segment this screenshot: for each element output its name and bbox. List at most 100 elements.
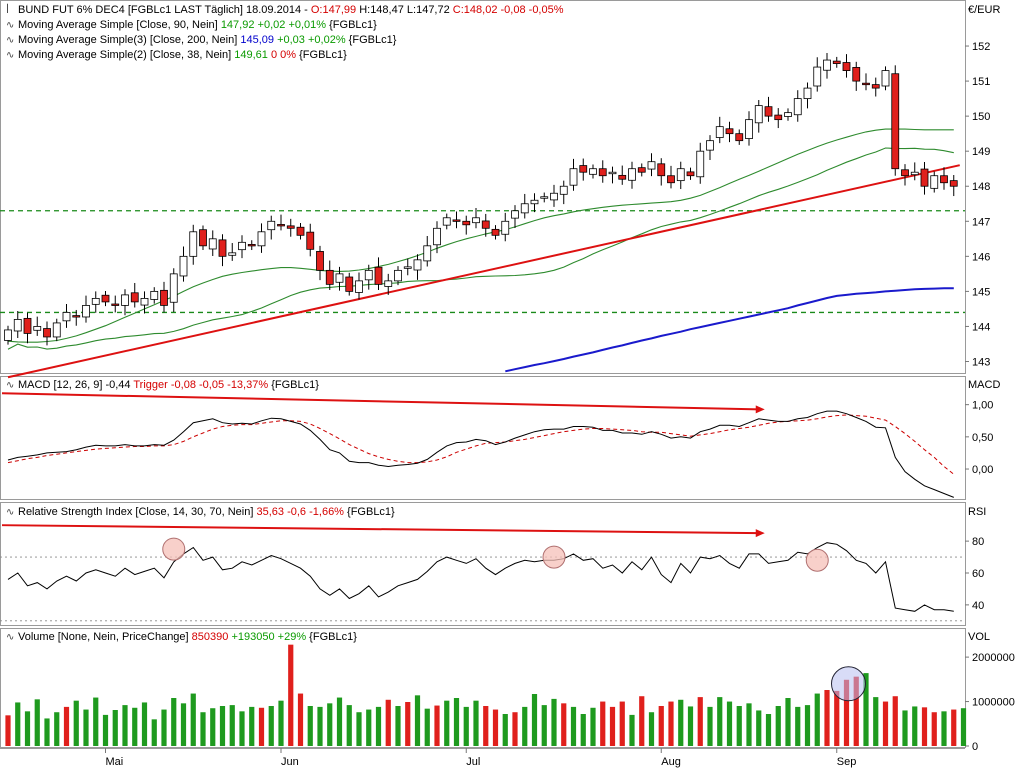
y-tick-label: 148: [972, 181, 990, 193]
candle-body: [481, 220, 490, 229]
candle-body: [832, 60, 841, 64]
pane-frame-1: [0, 376, 966, 500]
y-tick-label: 80: [972, 536, 984, 548]
candle-body: [423, 245, 432, 262]
candle-body: [745, 119, 753, 139]
y-tick-label: 40: [972, 600, 984, 612]
volume-bar: [83, 709, 89, 746]
volume-bar: [463, 706, 469, 746]
candle-body: [228, 252, 237, 256]
y-axis-unit: RSI: [968, 506, 986, 518]
volume-bar: [5, 715, 11, 746]
y-axis-unit: €/EUR: [968, 4, 1000, 16]
volume-bar: [122, 705, 128, 746]
volume-bar: [24, 711, 31, 746]
candle-body: [452, 219, 461, 222]
volume-legend: ∿ Volume [None, Nein, PriceChange] 850390…: [6, 631, 357, 643]
volume-bar: [180, 703, 187, 746]
volume-bar: [405, 702, 411, 746]
ma3-legend: ∿ Moving Average Simple(2) [Close, 38, Ne…: [6, 49, 347, 61]
candle-body: [23, 317, 32, 334]
volume-bar: [951, 709, 957, 746]
volume-bar: [73, 700, 79, 746]
candle-body: [823, 59, 831, 71]
volume-bar: [395, 706, 401, 746]
candle-body: [667, 175, 675, 184]
volume-bar: [346, 705, 352, 746]
volume-bar: [44, 718, 50, 746]
candle-body: [306, 231, 315, 250]
volume-bar: [707, 706, 713, 746]
candle-body: [247, 244, 256, 247]
volume-bar: [210, 708, 216, 746]
candle-body: [277, 224, 285, 227]
volume-bar: [249, 706, 255, 746]
volume-bar: [414, 695, 421, 746]
volume-bar: [639, 696, 645, 746]
rsi-highlight-circle: [162, 537, 186, 561]
candle-body: [433, 227, 441, 246]
candle-body: [803, 87, 812, 100]
volume-bar: [609, 706, 616, 746]
candle-body: [686, 171, 695, 177]
candle-body: [394, 269, 402, 282]
rsi-highlight-circle: [542, 545, 566, 569]
volume-bar: [561, 703, 567, 746]
volume-highlight-circle: [831, 666, 866, 702]
candle-body: [628, 168, 636, 181]
rsi-legend: ∿ Relative Strength Index [Close, 14, 30,…: [6, 506, 395, 518]
volume-bar: [531, 694, 538, 746]
volume-bar: [278, 700, 284, 746]
volume-bar: [902, 710, 908, 746]
ma200-line: [505, 287, 954, 373]
candle-body: [793, 98, 802, 116]
candle-body: [33, 326, 42, 331]
candle-body: [208, 238, 217, 250]
rsi-divergence-arrow: [1, 524, 759, 535]
candle-body: [881, 70, 890, 87]
volume-bar: [892, 696, 898, 746]
volume-bar: [678, 699, 684, 746]
candle-body: [345, 276, 354, 292]
volume-bar: [600, 701, 606, 746]
price-legend-title: ꟾ BUND FUT 6% DEC4 [FGBLc1 LAST Täglich] …: [6, 3, 564, 18]
candle-body: [735, 133, 744, 142]
candle-body: [774, 114, 783, 121]
candle-body: [462, 220, 471, 226]
volume-bar: [619, 701, 625, 746]
candle-body: [403, 266, 412, 269]
candle-body: [852, 67, 861, 82]
volume-bar: [921, 707, 928, 746]
y-tick-label: 2000000: [972, 652, 1015, 664]
candle-body: [13, 319, 22, 332]
volume-bar: [112, 710, 118, 746]
candle-body: [442, 217, 451, 226]
volume-bar: [288, 644, 294, 746]
candle-body: [189, 231, 198, 257]
volume-bar: [473, 700, 479, 746]
volume-bar: [873, 697, 879, 746]
candle-body: [355, 280, 363, 293]
volume-bar: [366, 709, 372, 746]
volume-bar: [668, 701, 674, 746]
macd-line: [7, 410, 954, 498]
volume-bar: [161, 709, 167, 746]
candle-body: [374, 266, 383, 285]
volume-bar: [824, 690, 830, 746]
volume-bar: [336, 697, 343, 746]
instrument-label: BUND FUT 6% DEC4 [FGBLc1 LAST Täglich] 1…: [18, 4, 311, 16]
candle-body: [676, 168, 685, 182]
volume-bar: [356, 712, 362, 746]
candle-body: [43, 328, 51, 338]
x-tick-label: Aug: [661, 756, 681, 768]
candle-body: [384, 280, 393, 287]
candles-icon: ꟾ: [6, 5, 9, 16]
volume-bar: [697, 697, 703, 746]
candle-body: [949, 180, 958, 187]
candle-body: [111, 303, 120, 306]
volume-bar: [629, 714, 635, 746]
volume-bar: [960, 708, 967, 746]
candle-body: [82, 305, 90, 318]
